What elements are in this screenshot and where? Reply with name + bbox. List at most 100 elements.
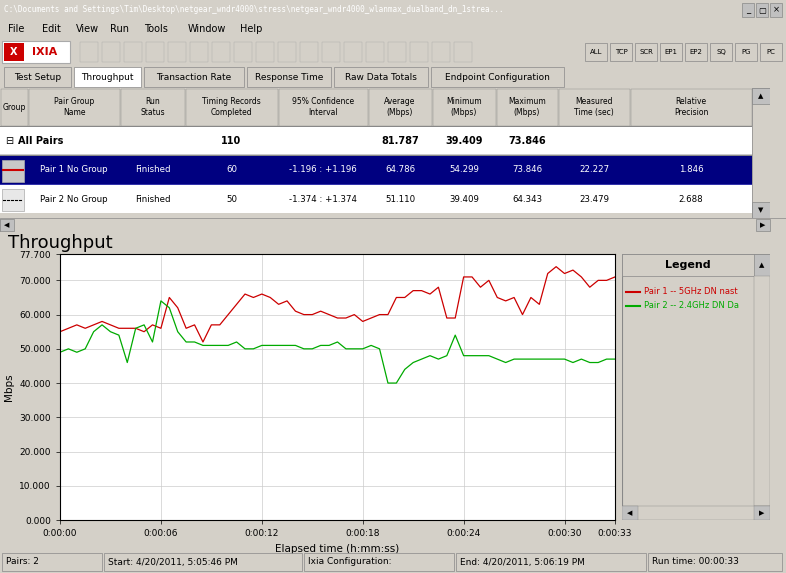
Text: 50: 50 bbox=[226, 194, 237, 203]
Bar bbox=[80, 42, 98, 62]
Bar bbox=[752, 88, 770, 218]
Bar bbox=[4, 43, 24, 61]
Bar bbox=[256, 42, 274, 62]
Bar bbox=[648, 553, 782, 571]
Bar bbox=[104, 553, 302, 571]
Text: ▶: ▶ bbox=[759, 510, 765, 516]
Bar bbox=[622, 506, 770, 520]
Text: Throughput: Throughput bbox=[8, 234, 112, 252]
Text: Transaction Rate: Transaction Rate bbox=[156, 73, 232, 81]
Bar bbox=[278, 89, 368, 126]
Bar bbox=[344, 42, 362, 62]
Bar bbox=[212, 42, 230, 62]
Text: Ixia Configuration:: Ixia Configuration: bbox=[308, 558, 391, 567]
Text: 60: 60 bbox=[226, 166, 237, 175]
Text: Window: Window bbox=[188, 24, 226, 34]
Bar bbox=[754, 254, 770, 276]
Text: 39.409: 39.409 bbox=[449, 194, 479, 203]
Text: Pair 1 No Group: Pair 1 No Group bbox=[40, 166, 108, 175]
Bar bbox=[2, 41, 70, 63]
Bar bbox=[168, 42, 186, 62]
Bar bbox=[0, 154, 752, 155]
Text: ▲: ▲ bbox=[758, 93, 764, 99]
Y-axis label: Mbps: Mbps bbox=[4, 373, 14, 401]
Bar bbox=[735, 43, 757, 61]
Text: ⊟: ⊟ bbox=[5, 136, 13, 146]
Text: C:\Documents and Settings\Tim\Desktop\netgear_wndr4000\stress\netgear_wndr4000_w: C:\Documents and Settings\Tim\Desktop\ne… bbox=[4, 6, 504, 14]
Bar bbox=[185, 89, 277, 126]
Bar bbox=[756, 3, 768, 17]
Text: 1.846: 1.846 bbox=[678, 166, 703, 175]
Text: Pair Group
Name: Pair Group Name bbox=[54, 97, 94, 117]
Text: IXIA: IXIA bbox=[32, 47, 57, 57]
Text: Pairs: 2: Pairs: 2 bbox=[6, 558, 39, 567]
Text: Help: Help bbox=[240, 24, 263, 34]
Bar bbox=[366, 42, 384, 62]
Bar bbox=[752, 202, 770, 218]
Bar bbox=[754, 276, 770, 506]
Text: X: X bbox=[10, 47, 18, 57]
Bar bbox=[247, 67, 330, 87]
Bar bbox=[120, 89, 185, 126]
Bar bbox=[622, 254, 770, 276]
Text: Edit: Edit bbox=[42, 24, 61, 34]
Text: Timing Records
Completed: Timing Records Completed bbox=[202, 97, 261, 117]
Text: ×: × bbox=[773, 6, 780, 14]
Bar bbox=[322, 42, 340, 62]
Text: SCR: SCR bbox=[639, 49, 653, 55]
Bar bbox=[144, 67, 244, 87]
Text: All Pairs: All Pairs bbox=[18, 136, 64, 146]
Text: ▶: ▶ bbox=[760, 222, 766, 228]
Bar bbox=[0, 185, 752, 213]
X-axis label: Elapsed time (h:mm:ss): Elapsed time (h:mm:ss) bbox=[275, 544, 399, 554]
Text: Finished: Finished bbox=[134, 194, 171, 203]
Bar bbox=[585, 43, 607, 61]
Bar bbox=[2, 160, 24, 182]
Bar bbox=[630, 89, 751, 126]
Text: Run: Run bbox=[110, 24, 129, 34]
Text: 51.110: 51.110 bbox=[385, 194, 415, 203]
Text: Response Time: Response Time bbox=[255, 73, 323, 81]
Text: File: File bbox=[8, 24, 24, 34]
Bar bbox=[760, 43, 782, 61]
Text: Start: 4/20/2011, 5:05:46 PM: Start: 4/20/2011, 5:05:46 PM bbox=[108, 558, 238, 567]
Bar bbox=[0, 88, 752, 126]
Bar bbox=[660, 43, 682, 61]
Text: 110: 110 bbox=[222, 136, 241, 146]
Text: _: _ bbox=[746, 6, 750, 14]
Text: Finished: Finished bbox=[134, 166, 171, 175]
Text: TCP: TCP bbox=[615, 49, 627, 55]
Text: -1.374 : +1.374: -1.374 : +1.374 bbox=[289, 194, 357, 203]
Text: 54.299: 54.299 bbox=[449, 166, 479, 175]
Bar bbox=[432, 42, 450, 62]
Text: 73.846: 73.846 bbox=[509, 136, 545, 146]
Bar bbox=[635, 43, 657, 61]
Text: ◀: ◀ bbox=[4, 222, 9, 228]
Bar bbox=[0, 126, 752, 127]
Bar bbox=[0, 184, 752, 185]
Bar bbox=[685, 43, 707, 61]
Text: Pair 2 No Group: Pair 2 No Group bbox=[40, 194, 108, 203]
Bar bbox=[770, 3, 782, 17]
Text: ◀: ◀ bbox=[627, 510, 633, 516]
Bar bbox=[0, 156, 752, 184]
Text: Maximum
(Mbps): Maximum (Mbps) bbox=[508, 97, 545, 117]
Bar bbox=[304, 553, 454, 571]
Text: 23.479: 23.479 bbox=[579, 194, 609, 203]
Text: 39.409: 39.409 bbox=[445, 136, 483, 146]
Bar bbox=[369, 89, 432, 126]
Text: Pair 2 -- 2.4GHz DN Da: Pair 2 -- 2.4GHz DN Da bbox=[644, 301, 739, 311]
Bar bbox=[742, 3, 754, 17]
Bar bbox=[456, 553, 646, 571]
Bar bbox=[190, 42, 208, 62]
Bar bbox=[28, 89, 119, 126]
Text: 81.787: 81.787 bbox=[381, 136, 419, 146]
Text: ▢: ▢ bbox=[758, 6, 766, 14]
Bar bbox=[300, 42, 318, 62]
Bar bbox=[756, 219, 770, 231]
Text: Raw Data Totals: Raw Data Totals bbox=[345, 73, 417, 81]
Text: Endpoint Configuration: Endpoint Configuration bbox=[445, 73, 550, 81]
Text: SQ: SQ bbox=[716, 49, 726, 55]
Bar bbox=[497, 89, 557, 126]
Text: PC: PC bbox=[766, 49, 776, 55]
